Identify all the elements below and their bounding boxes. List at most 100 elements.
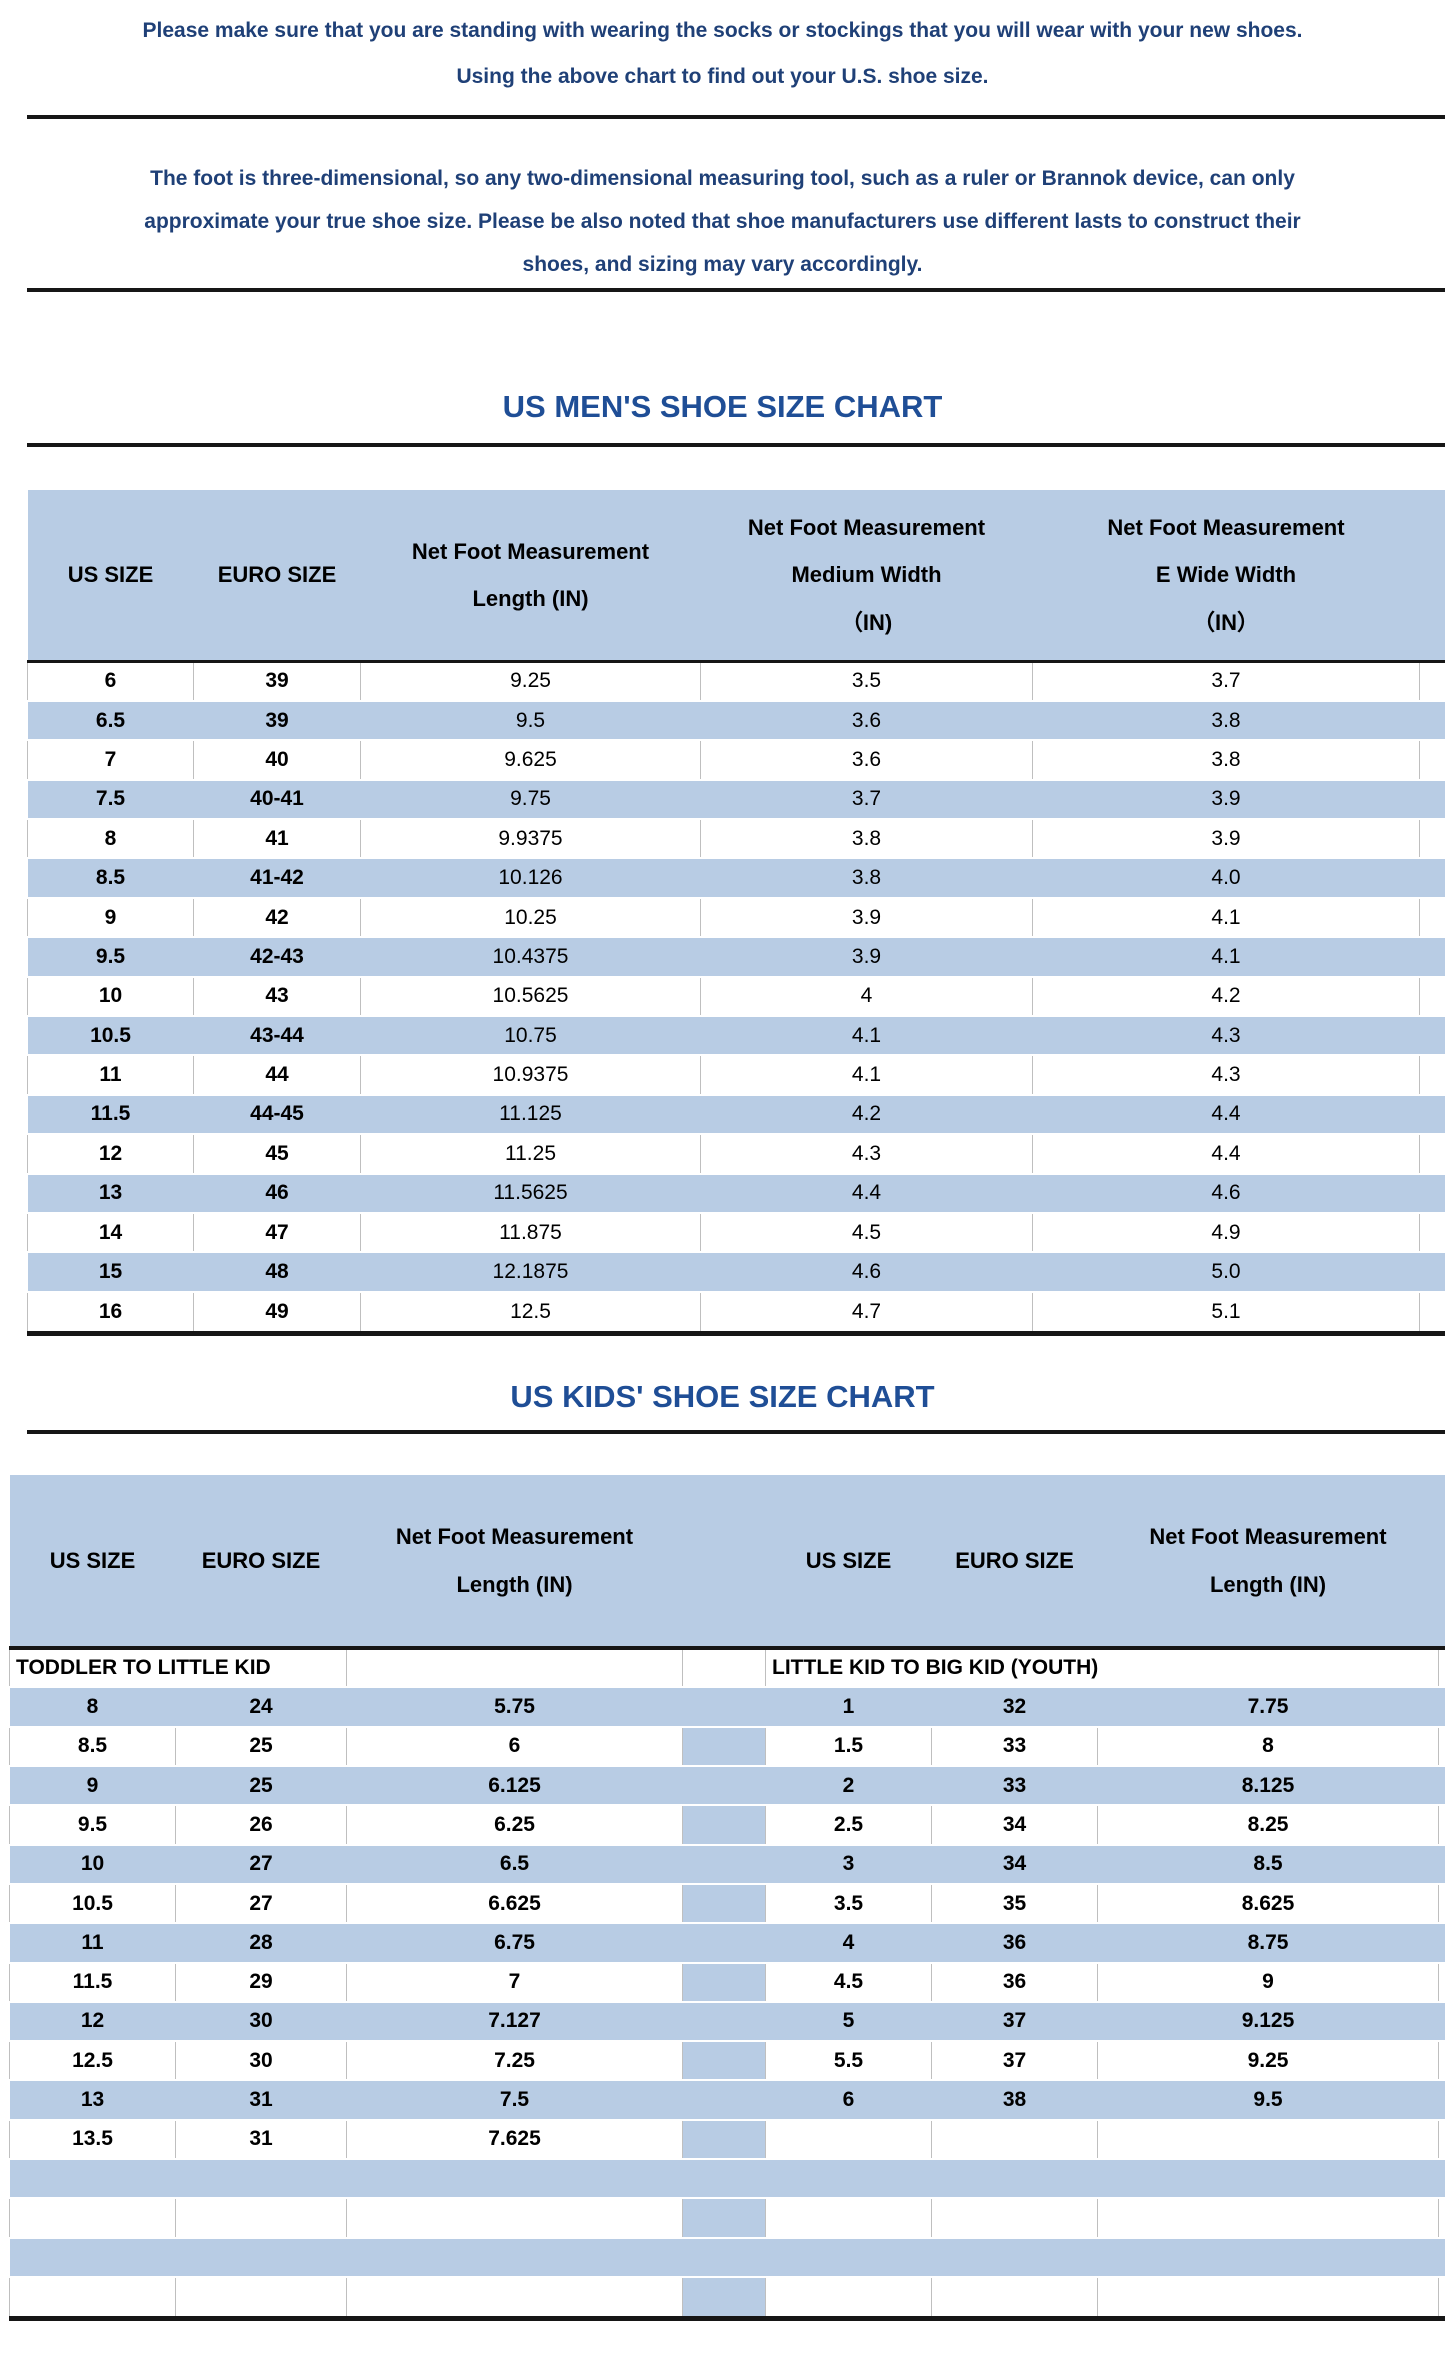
mens-table-row: 7 40 9.625 3.6 3.8	[27, 739, 1445, 780]
kids-right-cell: 8.625	[1097, 1882, 1439, 1924]
kids-table-row: 9 25 6.125 2 33 8.125	[9, 1765, 1445, 1806]
kids-left-cell: 7	[346, 1961, 683, 2002]
mens-cell: 4.7	[700, 1290, 1033, 1332]
kids-left-cell: 25	[175, 1725, 347, 1767]
mens-cell: 10.126	[360, 857, 701, 898]
kids-table-wrap: US SIZE EURO SIZE Net Foot Measurement L…	[9, 1475, 1445, 2322]
kids-left-cell: 27	[175, 1843, 347, 1884]
mens-table-body: 6 39 9.25 3.5 3.7 6.5 39 9.5 3.6 3.8 7 40 9.625 3.6 3.…	[27, 660, 1445, 1332]
mens-cell: 4.6	[1032, 1172, 1420, 1213]
kids-table-row: 11.5 29 7 4.5 36 9	[9, 1961, 1445, 2002]
kids-right-cell: 37	[931, 2000, 1098, 2042]
header-line: EURO SIZE	[201, 1547, 321, 1573]
stub-cell	[1438, 1725, 1445, 1767]
kids-table-row: 13.5 31 7.625	[9, 2118, 1445, 2159]
kids-right-cell: 6	[765, 2079, 932, 2120]
mens-cell: 11.25	[360, 1133, 701, 1174]
mens-cell: 39	[193, 660, 361, 701]
kids-left-cell: 12	[9, 2000, 176, 2042]
mens-cell: 4.4	[700, 1172, 1033, 1213]
mens-cell: 49	[193, 1290, 361, 1332]
stub-cell	[1438, 2236, 1445, 2277]
divider-column	[682, 2000, 766, 2042]
kids-right-cell: 35	[931, 1882, 1098, 1924]
kids-section-row: TODDLER TO LITTLE KID LITTLE KID TO BIG …	[9, 1647, 1445, 1688]
header-line: Net Foot Measurement	[411, 538, 650, 564]
kids-right-cell	[765, 2197, 932, 2238]
mens-cell: 10.5625	[360, 975, 701, 1017]
mens-cell: 40-41	[193, 778, 361, 820]
kids-left-cell: 27	[175, 1882, 347, 1924]
kids-right-cell: 1	[765, 1686, 932, 1727]
stub-cell	[1438, 1765, 1445, 1806]
mens-cell: 3.8	[700, 818, 1033, 859]
mens-cell: 3.8	[1032, 699, 1420, 741]
mens-cell: 3.9	[1032, 818, 1420, 859]
mens-cell: 12	[27, 1133, 194, 1174]
mens-cell: 3.6	[700, 739, 1033, 780]
kids-left-cell: 6	[346, 1725, 683, 1767]
kids-table-row	[9, 2197, 1445, 2238]
kids-right-cell: 36	[931, 1961, 1098, 2002]
stub-cell	[1419, 936, 1445, 977]
mens-table-row: 6.5 39 9.5 3.6 3.8	[27, 699, 1445, 741]
mens-cell: 45	[193, 1133, 361, 1174]
kids-table-row: 12 30 7.127 5 37 9.125	[9, 2000, 1445, 2042]
mens-header-row: US SIZE EURO SIZE Net Foot Measurement L…	[27, 490, 1445, 663]
kids-left-cell: 7.127	[346, 2000, 683, 2042]
kids-right-cell	[931, 2275, 1098, 2317]
kids-left-cell: 10	[9, 1843, 176, 1884]
mens-cell: 4.2	[1032, 975, 1420, 1017]
kids-table-row: 12.5 30 7.25 5.5 37 9.25	[9, 2040, 1445, 2081]
header-line: （IN）	[1192, 609, 1259, 635]
mens-cell: 4.1	[1032, 896, 1420, 938]
mens-cell: 6	[27, 660, 194, 701]
kids-table-body: TODDLER TO LITTLE KID LITTLE KID TO BIG …	[9, 1647, 1445, 2317]
header-line: EURO SIZE	[955, 1547, 1074, 1573]
mens-cell: 4.3	[700, 1133, 1033, 1174]
kids-left-cell: 25	[175, 1765, 347, 1806]
kids-right-cell: 8.75	[1097, 1922, 1439, 1963]
divider-column	[682, 1961, 766, 2002]
header-line: Medium Width	[791, 562, 942, 588]
column-header-length: Net Foot Measurement Length (IN)	[360, 490, 701, 663]
kids-right-cell	[1097, 2118, 1439, 2159]
column-header-euro-size: EURO SIZE	[193, 490, 361, 663]
kids-table-row: 8.5 25 6 1.5 33 8	[9, 1725, 1445, 1767]
kids-left-cell: 10.5	[9, 1882, 176, 1924]
mens-table-row: 10 43 10.5625 4 4.2	[27, 975, 1445, 1017]
kids-left-cell: 9	[9, 1765, 176, 1806]
kids-right-cell: 4	[765, 1922, 932, 1963]
mens-cell: 15	[27, 1251, 194, 1292]
stub-cell	[1438, 1922, 1445, 1963]
kids-left-cell: 29	[175, 1961, 347, 2002]
mens-cell: 43-44	[193, 1015, 361, 1056]
kids-left-cell: 7.625	[346, 2118, 683, 2159]
mens-cell: 10.9375	[360, 1054, 701, 1095]
header-line: US SIZE	[805, 1547, 892, 1573]
kids-left-cell	[175, 2236, 347, 2277]
stub-cell	[1438, 2197, 1445, 2238]
mens-table-row: 11 44 10.9375 4.1 4.3	[27, 1054, 1445, 1095]
kids-left-cell: 24	[175, 1686, 347, 1727]
kids-table-row: 9.5 26 6.25 2.5 34 8.25	[9, 1804, 1445, 1845]
kids-left-cell	[175, 2275, 347, 2317]
divider-column	[682, 1725, 766, 1767]
header-line: Net Foot Measurement	[1107, 515, 1345, 541]
kids-right-cell: 9	[1097, 1961, 1439, 2002]
mens-cell: 11.125	[360, 1093, 701, 1135]
kids-right-cell: 33	[931, 1725, 1098, 1767]
kids-left-cell	[9, 2157, 176, 2199]
mens-cell: 9	[27, 896, 194, 938]
stub-cell	[1419, 1290, 1445, 1332]
mens-cell: 10.4375	[360, 936, 701, 977]
section-label-youth: LITTLE KID TO BIG KID (YOUTH)	[765, 1647, 1439, 1688]
kids-right-cell	[931, 2236, 1098, 2277]
stub-cell	[1419, 975, 1445, 1017]
column-header-euro-size: EURO SIZE	[175, 1475, 347, 1651]
header-line: US SIZE	[49, 1547, 136, 1573]
kids-left-cell	[9, 2236, 176, 2277]
mens-cell: 3.6	[700, 699, 1033, 741]
kids-right-cell	[1097, 2197, 1439, 2238]
